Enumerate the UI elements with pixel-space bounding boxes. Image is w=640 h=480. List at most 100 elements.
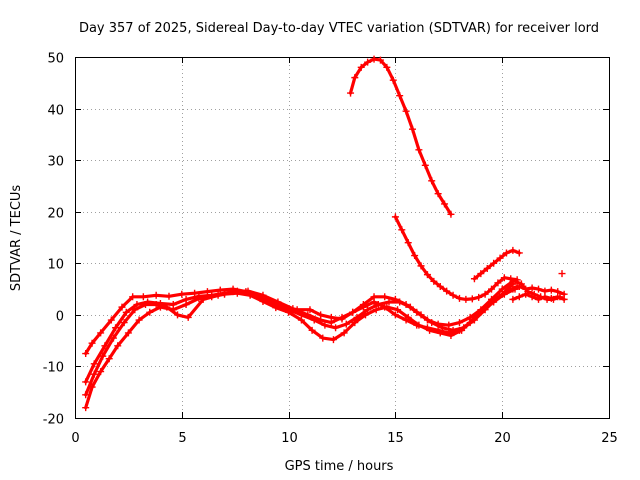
- data-point: [496, 254, 504, 262]
- data-point: [543, 295, 551, 303]
- data-point: [152, 301, 160, 309]
- data-point: [391, 213, 399, 221]
- data-point: [304, 311, 312, 319]
- data-point: [109, 334, 117, 342]
- y-tick-label: 10: [47, 258, 64, 273]
- data-point: [332, 324, 340, 332]
- data-point: [297, 316, 305, 324]
- data-point: [114, 342, 122, 350]
- data-point: [82, 404, 90, 412]
- data-point: [411, 252, 419, 260]
- series-line: [84, 287, 517, 410]
- data-point: [191, 289, 199, 297]
- data-point: [389, 76, 397, 84]
- data-point: [402, 107, 410, 115]
- data-point: [357, 63, 365, 71]
- y-tick-label: 20: [47, 207, 64, 222]
- data-point: [370, 298, 378, 306]
- data-point: [509, 285, 517, 293]
- data-point: [107, 316, 115, 324]
- data-point: [347, 89, 355, 97]
- y-tick-label: 50: [47, 52, 64, 67]
- data-point: [342, 320, 350, 328]
- data-point: [203, 288, 211, 296]
- data-point: [396, 298, 404, 306]
- data-point: [530, 290, 538, 298]
- data-point: [306, 306, 314, 314]
- data-point: [509, 295, 517, 303]
- data-point: [129, 293, 137, 301]
- data-point: [124, 329, 132, 337]
- data-point: [272, 304, 280, 312]
- data-point: [434, 190, 442, 198]
- data-point: [434, 326, 442, 334]
- data-point: [364, 306, 372, 314]
- data-point: [174, 311, 182, 319]
- data-point: [535, 285, 543, 293]
- data-point: [285, 308, 293, 316]
- data-point: [507, 275, 515, 283]
- data-point: [349, 308, 357, 316]
- data-point: [498, 290, 506, 298]
- data-point: [549, 295, 557, 303]
- data-point: [229, 288, 237, 296]
- data-point: [82, 391, 90, 399]
- data-point: [441, 200, 449, 208]
- data-point: [558, 270, 566, 278]
- x-tick-label: 0: [71, 431, 79, 446]
- data-point: [112, 324, 120, 332]
- x-tick-label: 20: [494, 431, 511, 446]
- data-point: [455, 319, 463, 327]
- data-point: [417, 311, 425, 319]
- data-point: [383, 63, 391, 71]
- data-point: [515, 293, 523, 301]
- series-line: [84, 282, 515, 397]
- data-point: [289, 305, 297, 313]
- x-axis-ticks: 0 5 10 15 20 25: [71, 57, 618, 446]
- data-point: [141, 301, 149, 309]
- data-point: [515, 249, 523, 257]
- data-point: [351, 319, 359, 327]
- data-point: [99, 352, 107, 360]
- plot-frame: [75, 57, 610, 419]
- x-tick-label: 25: [601, 431, 618, 446]
- data-point: [376, 56, 384, 64]
- data-point: [319, 334, 327, 342]
- data-point: [199, 295, 207, 303]
- series-decay-track: [391, 213, 521, 303]
- data-point: [118, 303, 126, 311]
- data-point: [417, 262, 425, 270]
- data-point: [470, 275, 478, 283]
- data-point: [338, 313, 346, 321]
- data-point: [483, 264, 491, 272]
- data-point: [370, 55, 378, 63]
- data-point: [146, 308, 154, 316]
- data-point: [413, 321, 421, 329]
- y-tick-label: 40: [47, 104, 64, 119]
- data-point: [120, 319, 128, 327]
- data-point: [488, 285, 496, 293]
- data-point: [462, 295, 470, 303]
- data-point: [436, 282, 444, 290]
- data-point: [182, 301, 190, 309]
- data-point: [361, 311, 369, 319]
- data-point: [82, 378, 90, 386]
- series-line: [348, 57, 453, 216]
- data-point: [372, 306, 380, 314]
- data-point: [381, 303, 389, 311]
- x-tick-label: 5: [178, 431, 186, 446]
- data-point: [421, 161, 429, 169]
- data-point: [537, 293, 545, 301]
- grid: [75, 57, 609, 418]
- chart-title: Day 357 of 2025, Sidereal Day-to-day VTE…: [79, 21, 599, 36]
- data-point: [477, 270, 485, 278]
- data-point: [90, 360, 98, 368]
- series-line: [393, 215, 519, 301]
- data-point: [455, 294, 463, 302]
- y-axis-ticks: -20 -10 0 10 20 30 40 50: [43, 52, 609, 428]
- data-point: [547, 286, 555, 294]
- data-point: [97, 329, 105, 337]
- data-point: [90, 370, 98, 378]
- series-late-rise: [470, 246, 523, 283]
- y-tick-label: 30: [47, 155, 64, 170]
